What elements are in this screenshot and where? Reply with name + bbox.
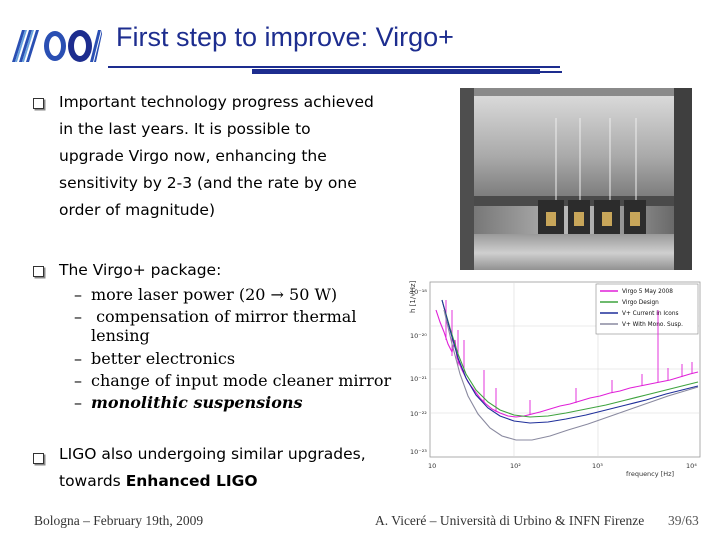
dash: –: [74, 307, 82, 326]
bullet-1-line: in the last years. It is possible to: [59, 120, 311, 138]
curve-design: [441, 299, 699, 418]
bullet-1-line: Important technology progress achieved: [59, 93, 374, 111]
list-item-text: lensing: [91, 326, 150, 345]
title-rule: [108, 66, 560, 68]
y-tick-label: 10⁻²⁰: [410, 332, 427, 340]
page-number: 39/63: [668, 513, 699, 528]
footer-event: Bologna – February 19th, 2009: [34, 513, 204, 528]
slide-title: First step to improve: Virgo+: [116, 22, 454, 52]
legend-label: V+ With Mono. Susp.: [622, 322, 683, 328]
list-item-continuation: lensing: [74, 328, 391, 344]
legend-label: Virgo Design: [622, 300, 659, 306]
dash: –: [74, 349, 82, 368]
footer-author: A. Viceré – Università di Urbino & INFN …: [375, 513, 645, 528]
title-rule-accent: [252, 69, 540, 74]
sensitivity-plot: h [1/√Hz] 10⁻¹⁸ 10⁻²⁰ 10⁻²¹ 10⁻²² 10⁻²³ …: [400, 270, 705, 480]
curve-mono: [443, 309, 699, 441]
bullet-checkbox-icon: [33, 266, 44, 277]
bullet-1-line: upgrade Virgo now, enhancing the: [59, 147, 327, 165]
list-item: – change of input mode cleaner mirror: [74, 370, 391, 392]
suspension-photo: [460, 88, 692, 272]
bullet-2-heading: The Virgo+ package:: [59, 261, 222, 279]
list-item-text: monolithic suspensions: [91, 393, 303, 412]
list-item-text: better electronics: [91, 349, 236, 368]
bullet-3-text: LIGO also undergoing similar upgrades, t…: [59, 441, 366, 495]
ego-logo: [12, 30, 102, 62]
y-tick-label: 10⁻²¹: [410, 375, 427, 383]
bullet-1-line: order of magnitude): [59, 201, 216, 219]
y-tick-label: 10⁻²³: [410, 448, 427, 456]
bullet-3-line: LIGO also undergoing similar upgrades,: [59, 445, 366, 463]
dash: –: [74, 393, 82, 412]
x-tick-label: 10: [428, 462, 436, 470]
x-axis-label: frequency [Hz]: [626, 470, 674, 478]
legend-label: Virgo 5 May 2008: [622, 289, 673, 295]
bullet-checkbox-icon: [33, 98, 44, 109]
bullet-3-emphasis: Enhanced LIGO: [125, 472, 258, 490]
bullet-3-prefix: towards: [59, 472, 126, 490]
title-rule-tail: [540, 71, 562, 73]
list-item-text: change of input mode cleaner mirror: [91, 371, 392, 390]
x-tick-label: 10⁴: [686, 462, 697, 470]
y-tick-label: 10⁻¹⁸: [410, 288, 427, 296]
dash: –: [74, 285, 82, 304]
list-item-text: more laser power (20 → 50 W): [91, 285, 338, 304]
list-item: – compensation of mirror thermal: [74, 306, 391, 328]
bullet-1-text: Important technology progress achieved i…: [59, 89, 374, 224]
dash: –: [74, 371, 82, 390]
plot-legend: Virgo 5 May 2008 Virgo Design V+ Current…: [595, 283, 699, 335]
y-axis-label: h [1/√Hz]: [409, 280, 417, 313]
bullet-3-line: towards Enhanced LIGO: [59, 468, 366, 495]
curve-current: [441, 299, 699, 424]
bullet-checkbox-icon: [33, 453, 44, 464]
virgo-plus-list: – more laser power (20 → 50 W) – compensa…: [74, 284, 391, 414]
x-tick-label: 10³: [592, 462, 603, 470]
x-tick-label: 10²: [510, 462, 521, 470]
list-item-text: compensation of mirror thermal: [91, 307, 357, 326]
bullet-1-line: sensitivity by 2-3 (and the rate by one: [59, 174, 357, 192]
legend-label: V+ Current in Icons: [622, 311, 679, 317]
list-item: – monolithic suspensions: [74, 392, 391, 414]
list-item: – more laser power (20 → 50 W): [74, 284, 391, 306]
y-tick-label: 10⁻²²: [410, 410, 427, 418]
list-item: – better electronics: [74, 348, 391, 370]
